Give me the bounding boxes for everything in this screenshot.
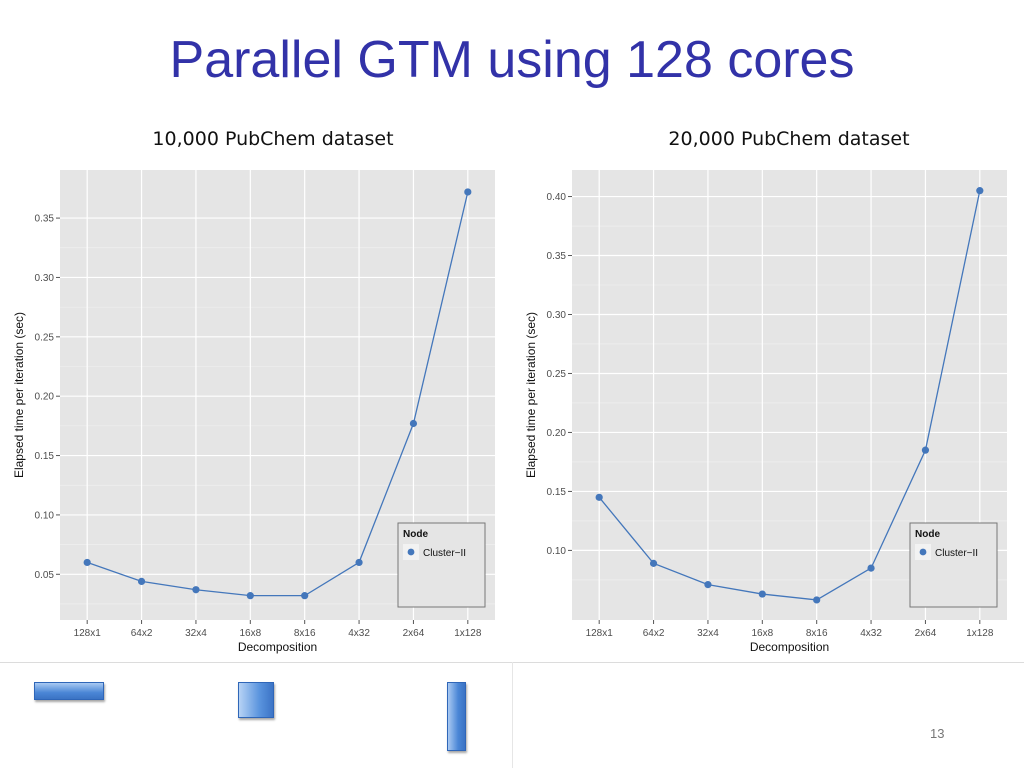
y-tick-label: 0.10 (35, 510, 55, 521)
data-point (137, 577, 146, 586)
y-tick-label: 0.30 (547, 310, 567, 321)
x-tick-label: 16x8 (751, 628, 773, 639)
series-line (598, 190, 981, 601)
x-tick-label: 4x32 (348, 628, 370, 639)
y-tick-label: 0.10 (547, 546, 567, 557)
data-point (301, 592, 309, 600)
y-tick-label: 0.40 (547, 192, 567, 203)
x-axis-title: Decomposition (238, 640, 317, 654)
chart-10000-pubchem: 0.05 0.10 0.15 0.20 0.25 0.30 0.35 128x1 64x2 32x… (12, 170, 495, 654)
legend-box (397, 522, 486, 608)
y-axis-title: Elapsed time per iteration (sec) (524, 312, 538, 478)
y-axis-title: Elapsed time per iteration (sec) (12, 312, 26, 478)
x-tick-label: 32x4 (185, 628, 207, 639)
x-tick-label: 64x2 (131, 628, 153, 639)
data-point (355, 558, 363, 567)
chart-20000-pubchem: 0.10 0.15 0.20 0.25 0.30 0.35 0.40 128x1 64x2 32x… (524, 170, 1007, 654)
x-tick-label: 4x32 (860, 628, 882, 639)
y-tick-label: 0.20 (547, 428, 567, 439)
data-point (813, 596, 821, 604)
data-point (409, 419, 418, 428)
data-point (704, 581, 712, 589)
x-tick-label: 32x4 (697, 628, 719, 639)
legend-title: Node (403, 529, 428, 540)
series-line (86, 191, 469, 597)
decorative-vertical-bar (447, 682, 466, 751)
x-tick-label: 1x128 (454, 628, 482, 639)
x-tick-label: 64x2 (643, 628, 665, 639)
page-number: 13 (930, 726, 945, 741)
legend-marker (407, 548, 415, 556)
data-point (758, 590, 766, 598)
x-tick-label: 128x1 (586, 628, 614, 639)
y-tick-label: 0.20 (35, 392, 55, 403)
data-point (921, 446, 930, 454)
data-point (192, 586, 200, 594)
data-point (464, 188, 472, 196)
x-tick-label: 16x8 (239, 628, 261, 639)
x-tick-label: 128x1 (74, 628, 102, 639)
footer-vertical-divider (512, 662, 513, 768)
x-tick-label: 2x64 (403, 628, 425, 639)
chart-title-20000: 20,000 PubChem dataset (668, 128, 910, 150)
legend-entry: Cluster−II (935, 548, 978, 559)
legend-box (909, 522, 998, 608)
data-point (246, 592, 254, 600)
y-tick-label: 0.15 (547, 487, 567, 498)
data-point (649, 559, 658, 567)
data-point (867, 564, 875, 572)
legend-entry: Cluster−II (423, 548, 466, 559)
data-point (83, 558, 91, 567)
x-axis-title: Decomposition (750, 640, 829, 654)
data-point (976, 187, 984, 195)
x-tick-label: 2x64 (915, 628, 937, 639)
y-tick-label: 0.15 (35, 451, 55, 462)
y-tick-label: 0.05 (35, 570, 55, 581)
slide-title: Parallel GTM using 128 cores (169, 31, 855, 89)
legend-marker (919, 548, 927, 556)
x-tick-label: 1x128 (966, 628, 994, 639)
y-tick-label: 0.35 (547, 251, 567, 262)
x-tick-label: 8x16 (294, 628, 316, 639)
y-tick-label: 0.25 (35, 332, 55, 343)
y-tick-label: 0.25 (547, 369, 567, 380)
data-point (595, 493, 603, 501)
decorative-horizontal-bar (34, 682, 104, 700)
x-tick-label: 8x16 (806, 628, 828, 639)
decorative-square (238, 682, 274, 718)
legend-title: Node (915, 529, 940, 540)
y-tick-label: 0.35 (35, 214, 55, 225)
y-tick-label: 0.30 (35, 273, 55, 284)
chart-title-10000: 10,000 PubChem dataset (152, 128, 394, 150)
